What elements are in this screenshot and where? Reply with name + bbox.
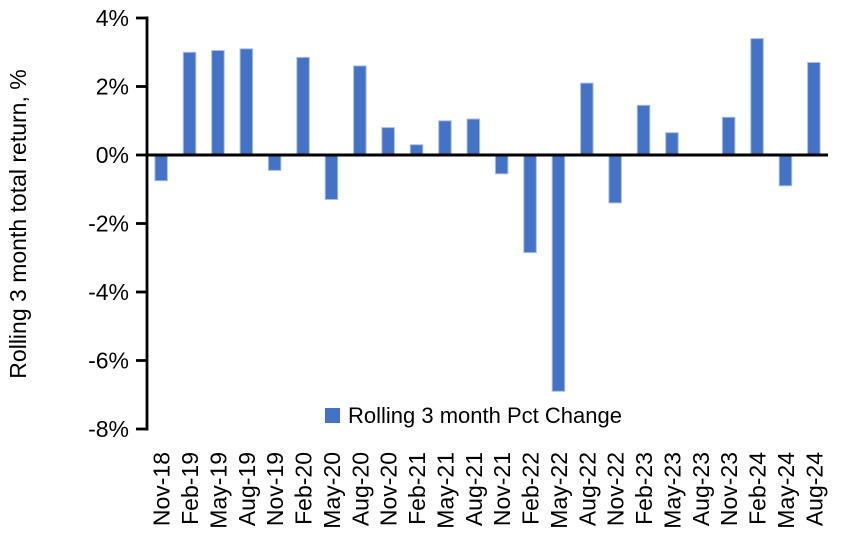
chart-bar: [608, 154, 622, 204]
x-tick-label: May-23: [659, 452, 685, 529]
x-tick-label: May-21: [432, 452, 458, 529]
chart-bar: [494, 154, 509, 175]
x-tick-label: Feb-24: [745, 452, 771, 525]
x-tick-label: May-20: [319, 452, 345, 529]
x-tick-label: Nov-21: [489, 452, 515, 526]
chart-bar: [636, 104, 651, 156]
legend-label: Rolling 3 month Pct Change: [348, 403, 622, 428]
x-tick-label: Nov-22: [603, 452, 629, 526]
chart-bar: [267, 154, 282, 171]
chart-bar: [580, 82, 594, 156]
legend-marker: [325, 408, 340, 423]
x-tick-label: Nov-19: [262, 452, 288, 526]
chart-bar: [438, 120, 452, 156]
chart-bar: [807, 62, 821, 156]
y-tick-label: -4%: [88, 279, 129, 305]
chart-bar: [750, 38, 764, 156]
x-tick-label: Aug-20: [347, 452, 373, 526]
x-tick-label: May-19: [205, 452, 231, 529]
x-tick-label: Aug-22: [574, 452, 600, 526]
chart-bar: [523, 154, 537, 254]
chart-bar: [665, 132, 679, 156]
axes-group: [136, 16, 828, 431]
chart-bar: [296, 56, 310, 156]
legend: Rolling 3 month Pct Change: [325, 403, 622, 428]
x-axis-tick-labels: Nov-18 Feb-19 May-19 Aug-19 Nov-19 Feb-20 May-…: [149, 452, 828, 529]
chart-bar: [239, 48, 254, 156]
x-tick-label: Nov-20: [376, 452, 402, 526]
x-tick-label: Aug-23: [688, 452, 714, 526]
y-tick-label: 4%: [96, 5, 129, 31]
y-tick-label: 0%: [96, 142, 129, 168]
x-tick-label: Feb-22: [518, 452, 544, 525]
chart-bar: [381, 127, 395, 156]
chart-bar: [182, 51, 197, 156]
x-tick-label: Feb-21: [404, 452, 430, 525]
x-tick-label: Feb-19: [177, 452, 203, 525]
bars-group: [154, 38, 821, 392]
y-tick-label: -6%: [88, 348, 129, 374]
chart-bar: [721, 116, 736, 156]
x-tick-label: May-24: [773, 452, 799, 529]
chart-bar: [324, 154, 339, 200]
x-tick-label: Nov-18: [149, 452, 175, 526]
x-tick-label: Nov-23: [716, 452, 742, 526]
chart-bar: [409, 144, 424, 156]
chart-bar: [551, 154, 566, 392]
chart-bar: [211, 50, 225, 156]
x-tick-label: May-22: [546, 452, 572, 529]
x-tick-label: Aug-19: [234, 452, 260, 526]
y-tick-label: -8%: [88, 416, 129, 442]
y-tick-label: 2%: [96, 74, 129, 100]
chart-bar: [466, 118, 481, 156]
x-tick-label: Aug-21: [461, 452, 487, 526]
x-tick-label: Feb-23: [631, 452, 657, 525]
y-tick-label: -2%: [88, 211, 129, 237]
chart-bar: [353, 65, 367, 156]
x-tick-label: Feb-20: [291, 452, 317, 525]
x-tick-label: Aug-24: [801, 452, 827, 526]
chart-bar: [154, 154, 168, 182]
y-axis-tick-labels: 4% 2% 0% -2% -4% -6% -8%: [88, 5, 129, 442]
chart-bar: [778, 154, 793, 187]
y-axis-title: Rolling 3 month total return, %: [5, 69, 31, 378]
